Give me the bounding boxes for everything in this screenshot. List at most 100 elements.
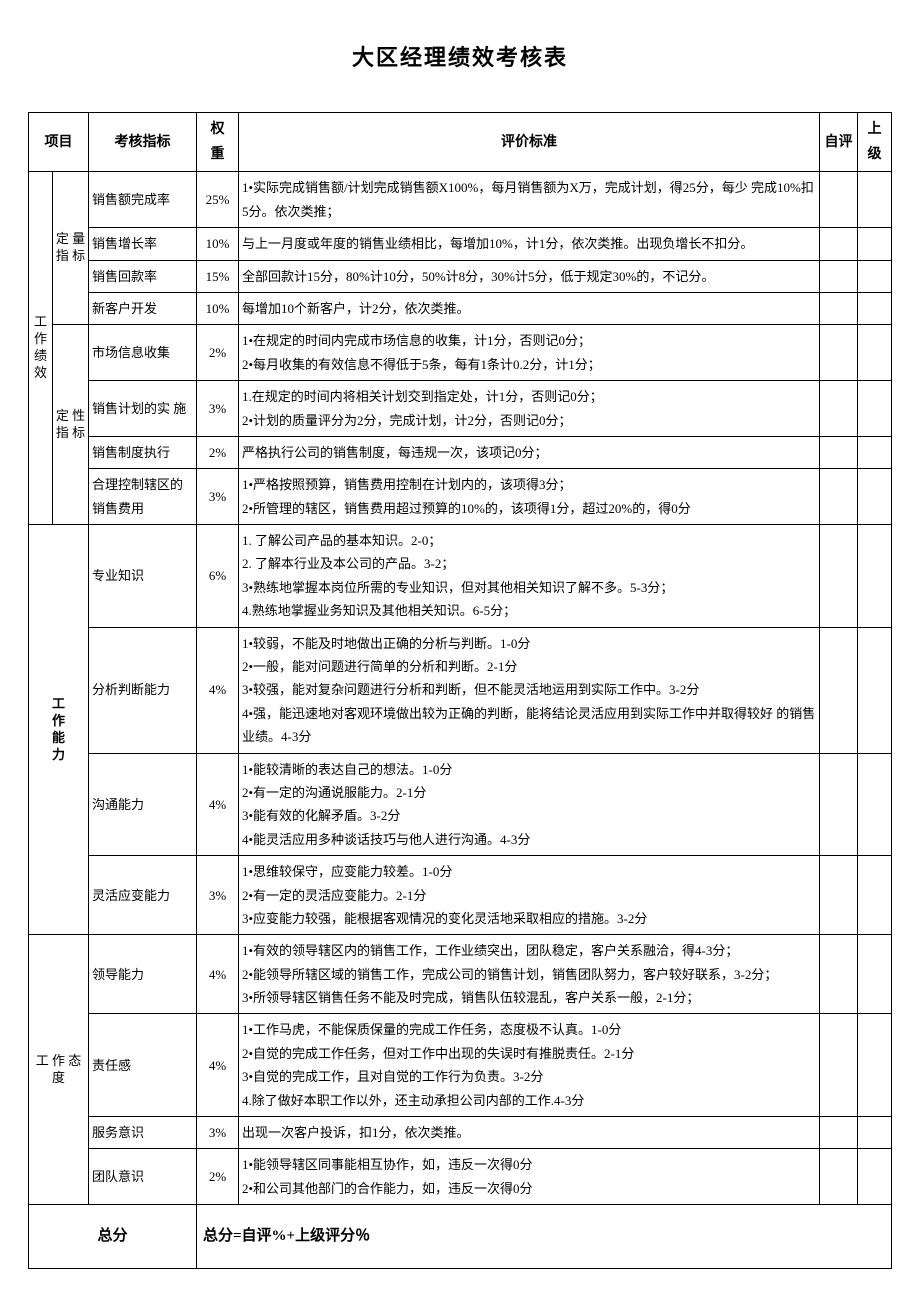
criteria-cell: 1•较弱，不能及时地做出正确的分析与判断。1-0分2•一般，能对问题进行简单的分… — [239, 627, 820, 753]
hdr-weight: 权重 — [197, 113, 239, 172]
weight-cell: 3% — [197, 381, 239, 437]
weight-cell: 3% — [197, 856, 239, 935]
table-row: 灵活应变能力 3% 1•思维较保守，应变能力较差。1-0分2•有一定的灵活应变能… — [29, 856, 892, 935]
sup-cell[interactable] — [858, 753, 892, 856]
sup-cell[interactable] — [858, 381, 892, 437]
sup-cell[interactable] — [858, 469, 892, 525]
cat-work-attitude: 工 作 态度 — [29, 935, 89, 1205]
table-row: 销售回款率 15% 全部回款计15分，80%计10分，50%计8分，30%计5分… — [29, 260, 892, 292]
hdr-self: 自评 — [820, 113, 858, 172]
sup-cell[interactable] — [858, 260, 892, 292]
total-label: 总分 — [29, 1205, 197, 1269]
indicator-cell: 专业知识 — [89, 525, 197, 628]
self-cell[interactable] — [820, 1149, 858, 1205]
self-cell[interactable] — [820, 1014, 858, 1117]
hdr-indicator: 考核指标 — [89, 113, 197, 172]
criteria-cell: 1.在规定的时间内将相关计划交到指定处，计1分，否则记0分；2•计划的质量评分为… — [239, 381, 820, 437]
sup-cell[interactable] — [858, 172, 892, 228]
self-cell[interactable] — [820, 627, 858, 753]
sup-cell[interactable] — [858, 525, 892, 628]
sup-cell[interactable] — [858, 627, 892, 753]
self-cell[interactable] — [820, 753, 858, 856]
weight-cell: 4% — [197, 935, 239, 1014]
criteria-cell: 1•能领导辖区同事能相互协作，如，违反一次得0分2•和公司其他部门的合作能力，如… — [239, 1149, 820, 1205]
hdr-criteria: 评价标准 — [239, 113, 820, 172]
weight-cell: 15% — [197, 260, 239, 292]
cat-work-ability: 工作能力 — [29, 525, 89, 935]
criteria-cell: 每增加10个新客户，计2分，依次类推。 — [239, 292, 820, 324]
table-row: 新客户开发 10% 每增加10个新客户，计2分，依次类推。 — [29, 292, 892, 324]
indicator-cell: 责任感 — [89, 1014, 197, 1117]
weight-cell: 2% — [197, 436, 239, 468]
table-row: 服务意识 3% 出现一次客户投诉，扣1分，依次类推。 — [29, 1117, 892, 1149]
self-cell[interactable] — [820, 260, 858, 292]
sup-cell[interactable] — [858, 1149, 892, 1205]
criteria-cell: 1•思维较保守，应变能力较差。1-0分2•有一定的灵活应变能力。2-1分3•应变… — [239, 856, 820, 935]
weight-cell: 10% — [197, 228, 239, 260]
indicator-cell: 销售制度执行 — [89, 436, 197, 468]
table-row: 合理控制辖区的销售费用 3% 1•严格按照预算，销售费用控制在计划内的，该项得3… — [29, 469, 892, 525]
self-cell[interactable] — [820, 292, 858, 324]
table-row: 销售计划的实 施 3% 1.在规定的时间内将相关计划交到指定处，计1分，否则记0… — [29, 381, 892, 437]
indicator-cell: 销售回款率 — [89, 260, 197, 292]
weight-cell: 3% — [197, 1117, 239, 1149]
indicator-cell: 销售额完成率 — [89, 172, 197, 228]
total-row: 总分 总分=自评%+上级评分％ — [29, 1205, 892, 1269]
weight-cell: 25% — [197, 172, 239, 228]
self-cell[interactable] — [820, 935, 858, 1014]
total-formula: 总分=自评%+上级评分％ — [197, 1205, 892, 1269]
self-cell[interactable] — [820, 325, 858, 381]
indicator-cell: 沟通能力 — [89, 753, 197, 856]
table-row: 工 作 态度 领导能力 4% 1•有效的领导辖区内的销售工作，工作业绩突出，团队… — [29, 935, 892, 1014]
hdr-project: 项目 — [29, 113, 89, 172]
sup-cell[interactable] — [858, 1014, 892, 1117]
self-cell[interactable] — [820, 525, 858, 628]
criteria-cell: 1. 了解公司产品的基本知识。2-0；2. 了解本行业及本公司的产品。3-2；3… — [239, 525, 820, 628]
sup-cell[interactable] — [858, 436, 892, 468]
table-row: 销售制度执行 2% 严格执行公司的销售制度，每违规一次，该项记0分； — [29, 436, 892, 468]
weight-cell: 6% — [197, 525, 239, 628]
cat-work-perf: 工作绩效 — [29, 172, 53, 525]
self-cell[interactable] — [820, 228, 858, 260]
cat-quant: 定 量指 标 — [53, 172, 89, 325]
criteria-cell: 1•工作马虎，不能保质保量的完成工作任务，态度极不认真。1-0分2•自觉的完成工… — [239, 1014, 820, 1117]
indicator-cell: 服务意识 — [89, 1117, 197, 1149]
indicator-cell: 团队意识 — [89, 1149, 197, 1205]
table-row: 销售增长率 10% 与上一月度或年度的销售业绩相比，每增加10%，计1分，依次类… — [29, 228, 892, 260]
sup-cell[interactable] — [858, 228, 892, 260]
table-row: 团队意识 2% 1•能领导辖区同事能相互协作，如，违反一次得0分2•和公司其他部… — [29, 1149, 892, 1205]
table-header: 项目 考核指标 权重 评价标准 自评 上级 — [29, 113, 892, 172]
indicator-cell: 销售增长率 — [89, 228, 197, 260]
table-row: 工作能力 专业知识 6% 1. 了解公司产品的基本知识。2-0；2. 了解本行业… — [29, 525, 892, 628]
sup-cell[interactable] — [858, 856, 892, 935]
cat-qual: 定 性指 标 — [53, 325, 89, 525]
self-cell[interactable] — [820, 469, 858, 525]
table-row: 责任感 4% 1•工作马虎，不能保质保量的完成工作任务，态度极不认真。1-0分2… — [29, 1014, 892, 1117]
indicator-cell: 分析判断能力 — [89, 627, 197, 753]
indicator-cell: 新客户开发 — [89, 292, 197, 324]
self-cell[interactable] — [820, 172, 858, 228]
weight-cell: 2% — [197, 1149, 239, 1205]
criteria-cell: 1•有效的领导辖区内的销售工作，工作业绩突出，团队稳定，客户关系融洽，得4-3分… — [239, 935, 820, 1014]
indicator-cell: 灵活应变能力 — [89, 856, 197, 935]
weight-cell: 4% — [197, 753, 239, 856]
self-cell[interactable] — [820, 1117, 858, 1149]
criteria-cell: 1•能较清晰的表达自己的想法。1-0分2•有一定的沟通说服能力。2-1分3•能有… — [239, 753, 820, 856]
sup-cell[interactable] — [858, 292, 892, 324]
sup-cell[interactable] — [858, 1117, 892, 1149]
sup-cell[interactable] — [858, 325, 892, 381]
table-row: 沟通能力 4% 1•能较清晰的表达自己的想法。1-0分2•有一定的沟通说服能力。… — [29, 753, 892, 856]
self-cell[interactable] — [820, 856, 858, 935]
criteria-cell: 1•严格按照预算，销售费用控制在计划内的，该项得3分；2•所管理的辖区，销售费用… — [239, 469, 820, 525]
table-row: 定 性指 标 市场信息收集 2% 1•在规定的时间内完成市场信息的收集，计1分，… — [29, 325, 892, 381]
criteria-cell: 出现一次客户投诉，扣1分，依次类推。 — [239, 1117, 820, 1149]
sup-cell[interactable] — [858, 935, 892, 1014]
self-cell[interactable] — [820, 436, 858, 468]
criteria-cell: 全部回款计15分，80%计10分，50%计8分，30%计5分，低于规定30%的，… — [239, 260, 820, 292]
indicator-cell: 市场信息收集 — [89, 325, 197, 381]
self-cell[interactable] — [820, 381, 858, 437]
indicator-cell: 销售计划的实 施 — [89, 381, 197, 437]
indicator-cell: 领导能力 — [89, 935, 197, 1014]
criteria-cell: 与上一月度或年度的销售业绩相比，每增加10%，计1分，依次类推。出现负增长不扣分… — [239, 228, 820, 260]
criteria-cell: 1•在规定的时间内完成市场信息的收集，计1分，否则记0分；2•每月收集的有效信息… — [239, 325, 820, 381]
